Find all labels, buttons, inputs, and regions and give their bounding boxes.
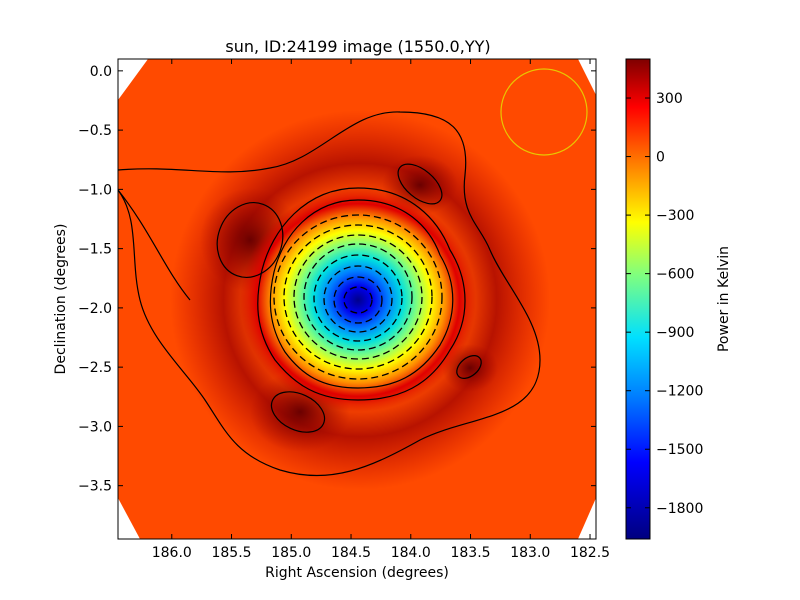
colorbar-tick-label: 300	[656, 91, 683, 107]
contour-dashed-6	[323, 265, 393, 333]
colorbar-tick-label: −1200	[656, 384, 703, 400]
contour-dashed-3	[293, 234, 423, 360]
y-tick-label: −3.0	[78, 419, 112, 435]
y-tick-label: 0.0	[90, 64, 112, 80]
y-tick-label: −2.0	[78, 301, 112, 317]
axes-frame	[117, 58, 597, 540]
y-axis-label: Declination (degrees)	[53, 224, 69, 375]
x-tick-label: 182.5	[570, 545, 610, 561]
contour-solid-2	[269, 199, 454, 389]
y-tick-label: −0.5	[78, 123, 112, 139]
contour-dashed-7	[333, 276, 383, 324]
image-area	[118, 59, 596, 539]
y-axis-ticks: 0.0 −0.5 −1.0 −1.5 −2.0 −2.5 −3.0 −3.5	[78, 64, 596, 495]
lobe-contour-2	[270, 391, 326, 433]
x-axis-ticks: 186.0 185.5 185.0 184.5 184.0 183.5 183.0 182.5	[152, 59, 610, 561]
colorbar	[625, 58, 651, 540]
source-core	[240, 188, 476, 412]
lobe-contour-3	[397, 163, 443, 205]
x-tick-label: 184.0	[391, 545, 431, 561]
x-tick-label: 185.5	[211, 545, 251, 561]
contour-solid-1	[257, 187, 466, 401]
colorbar-tick-label: −600	[656, 267, 694, 283]
contour-dashed-2	[283, 224, 433, 370]
x-tick-label: 185.0	[271, 545, 311, 561]
contour-dashed-4	[303, 243, 413, 351]
x-tick-label: 183.5	[450, 545, 490, 561]
colorbar-tick-label: 0	[656, 150, 665, 166]
lobe-contour-1	[216, 202, 284, 278]
colorbar-label: Power in Kelvin	[716, 246, 732, 352]
contour-dashed-5	[313, 254, 403, 342]
contour-outer	[118, 111, 541, 477]
chart-title: sun, ID:24199 image (1550.0,YY)	[225, 37, 490, 56]
contour-outer-2	[118, 189, 191, 301]
beam-circle	[500, 68, 588, 156]
contour-dashed-1	[273, 214, 443, 380]
y-tick-label: −1.5	[78, 242, 112, 258]
contour-dashed-8	[343, 286, 373, 314]
colorbar-tick-label: −900	[656, 325, 694, 341]
x-tick-label: 183.0	[510, 545, 550, 561]
colorbar-tick-label: −1500	[656, 442, 703, 458]
x-axis-label: Right Ascension (degrees)	[265, 565, 449, 581]
x-tick-label: 184.5	[331, 545, 371, 561]
x-tick-label: 186.0	[152, 545, 192, 561]
lobe-contour-4	[456, 355, 482, 379]
colorbar-tick-label: −300	[656, 208, 694, 224]
colorbar-tick-label: −1800	[656, 501, 703, 517]
colorbar-ticks: 300 0 −300 −600 −900 −1200 −1500 −1800	[626, 91, 703, 517]
y-tick-label: −2.5	[78, 360, 112, 376]
y-tick-label: −1.0	[78, 182, 112, 198]
y-tick-label: −3.5	[78, 479, 112, 495]
